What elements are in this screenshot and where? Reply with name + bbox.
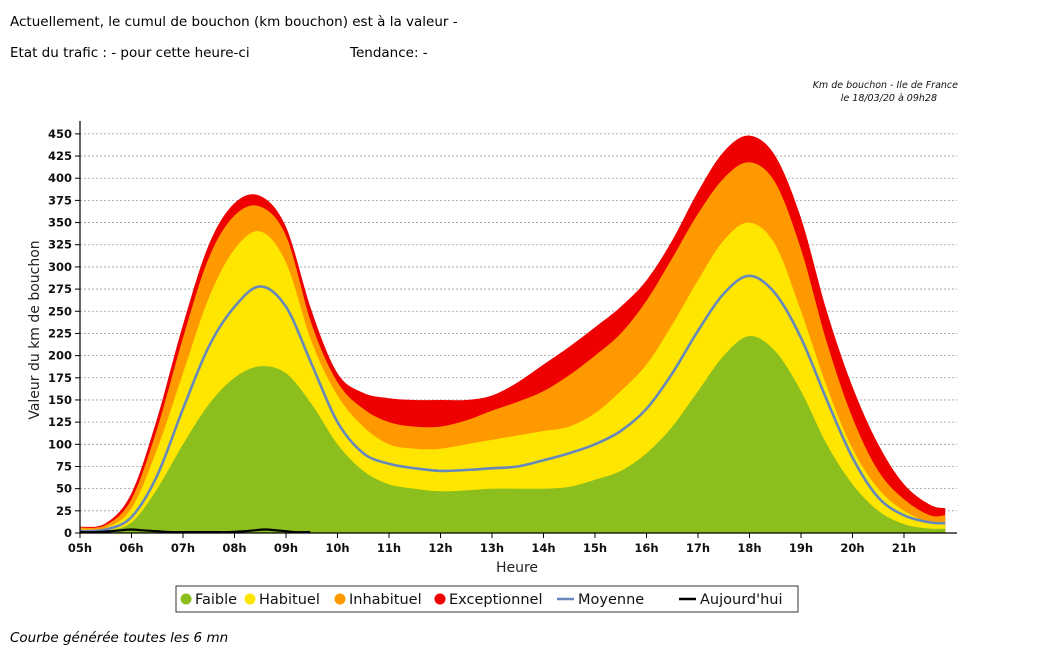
- y-tick-labels: 0 25 50 75 100 125 150 175 200 225 250 275 300 325 350…: [48, 127, 72, 540]
- y-tick-label: 425: [48, 149, 72, 163]
- x-tick-label: 09h: [274, 541, 298, 555]
- y-tick-label: 300: [48, 260, 72, 274]
- x-tick-label: 07h: [171, 541, 195, 555]
- y-tick-label: 250: [48, 304, 72, 318]
- legend-swatch-inhabituel: [334, 593, 346, 605]
- x-axis-label: Heure: [496, 560, 538, 576]
- y-tick-label: 25: [56, 504, 72, 518]
- y-tick-label: 225: [48, 326, 72, 340]
- x-tick-label: 19h: [789, 541, 813, 555]
- x-tick-label: 17h: [686, 541, 710, 555]
- y-tick-label: 100: [48, 437, 72, 451]
- y-tick-label: 175: [48, 371, 72, 385]
- x-tick-label: 11h: [377, 541, 401, 555]
- y-tick-label: 400: [48, 171, 72, 185]
- line-moyenne: [79, 274, 946, 533]
- axes: [75, 121, 957, 538]
- legend-label: Habituel: [259, 592, 320, 608]
- y-tick-label: 450: [48, 127, 72, 141]
- footer-note: Courbe générée toutes les 6 mn: [10, 630, 229, 646]
- series-lines: [79, 274, 946, 534]
- traffic-state-text: Etat du trafic : - pour cette heure-ci: [10, 45, 250, 61]
- y-tick-label: 50: [56, 482, 72, 496]
- x-tick-label: 06h: [119, 541, 143, 555]
- x-tick-label: 18h: [737, 541, 761, 555]
- series-areas: [80, 135, 946, 533]
- x-tick-label: 10h: [325, 541, 349, 555]
- legend-label: Inhabituel: [349, 592, 422, 608]
- chart-subtitle: le 18/03/20 à 09h28: [841, 93, 937, 104]
- y-tick-label: 150: [48, 393, 72, 407]
- legend-label: Faible: [195, 592, 237, 608]
- y-tick-label: 375: [48, 193, 72, 207]
- x-tick-label: 20h: [840, 541, 864, 555]
- y-tick-label: 125: [48, 415, 72, 429]
- x-tick-label: 05h: [68, 541, 92, 555]
- y-axis-label: Valeur du km de bouchon: [27, 240, 43, 419]
- legend-label: Aujourd'hui: [700, 592, 783, 608]
- x-tick-labels: 05h 06h 07h 08h 09h 10h 11h 12h 13h 14h 15h 16h 17h 1…: [68, 541, 916, 555]
- y-tick-label: 75: [56, 459, 72, 473]
- x-tick-label: 21h: [892, 541, 916, 555]
- legend: Faible Habituel Inhabituel Exceptionnel Moye…: [175, 585, 799, 613]
- y-tick-label: 350: [48, 216, 72, 230]
- legend-swatch-exceptionnel: [434, 593, 446, 605]
- legend-label: Moyenne: [578, 592, 644, 608]
- cumul-status-text: Actuellement, le cumul de bouchon (km bo…: [10, 14, 458, 30]
- y-tick-label: 325: [48, 238, 72, 252]
- x-tick-label: 16h: [634, 541, 658, 555]
- y-tick-label: 275: [48, 282, 72, 296]
- y-tick-label: 200: [48, 349, 72, 363]
- area-faible: [80, 336, 946, 533]
- legend-label: Exceptionnel: [449, 592, 543, 608]
- legend-swatch-faible: [180, 593, 192, 605]
- x-tick-label: 12h: [428, 541, 452, 555]
- line-aujourdhui: [79, 528, 311, 534]
- x-tick-label: 08h: [222, 541, 246, 555]
- x-tick-label: 14h: [531, 541, 555, 555]
- legend-swatch-habituel: [244, 593, 256, 605]
- x-tick-label: 15h: [583, 541, 607, 555]
- chart-title: Km de bouchon - Ile de France: [813, 80, 958, 91]
- trend-text: Tendance: -: [350, 45, 428, 61]
- y-tick-label: 0: [64, 526, 72, 540]
- x-tick-label: 13h: [480, 541, 504, 555]
